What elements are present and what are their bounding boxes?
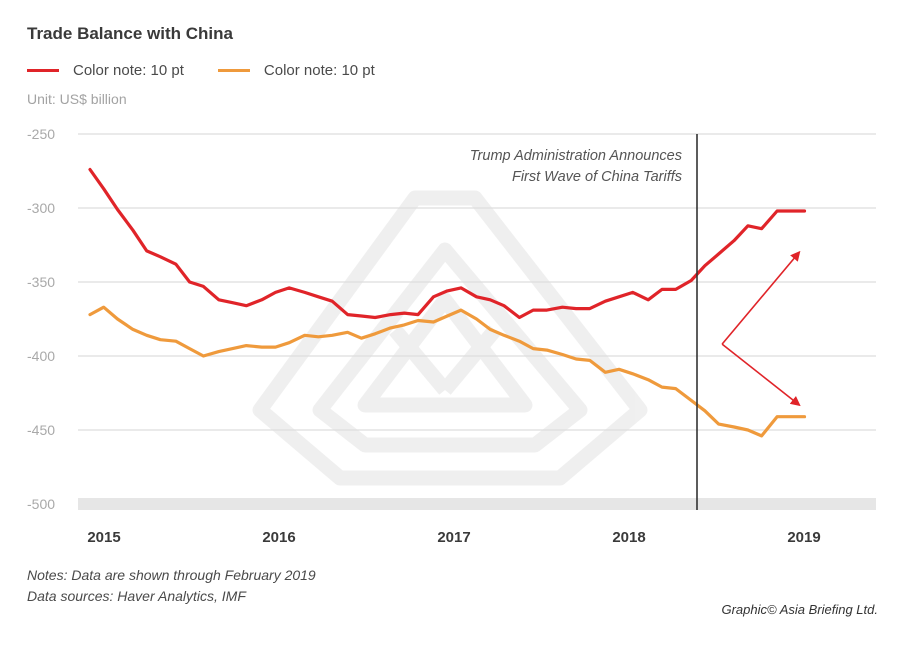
trend-arrow-1 [721, 343, 801, 407]
legend-label-red: Color note: 10 pt [73, 61, 184, 79]
series-layer [88, 167, 807, 438]
y-tick-label: -350 [27, 274, 55, 290]
note-data-range: Notes: Data are shown through February 2… [27, 567, 316, 583]
legend-swatch-orange [217, 68, 250, 72]
axis-bottom-band [78, 498, 876, 510]
x-axis-ticks: 2015 2016 2017 2018 2019 [87, 529, 820, 546]
x-tick-label: 2016 [262, 529, 295, 546]
legend-item-orange: Color note: 10 pt [217, 61, 375, 79]
grid [78, 133, 876, 431]
series-line-0 [88, 167, 807, 320]
unit-label: Unit: US$ billion [27, 91, 127, 107]
trend-arrow-0 [721, 250, 801, 345]
x-tick-label: 2015 [87, 529, 120, 546]
notes: Notes: Data are shown through February 2… [27, 565, 316, 607]
legend-label-orange: Color note: 10 pt [263, 61, 375, 79]
credit: Graphic© Asia Briefing Ltd. [721, 602, 878, 617]
annotation-line-1: Trump Administration Announces [470, 148, 682, 164]
note-data-sources: Data sources: Haver Analytics, IMF [27, 588, 246, 604]
legend-item-red: Color note: 10 pt [27, 62, 184, 79]
watermark-logo [252, 190, 648, 486]
y-tick-label: -450 [27, 422, 55, 438]
legend: Color note: 10 pt Color note: 10 pt [27, 60, 409, 80]
y-tick-label: -250 [27, 126, 55, 142]
x-tick-label: 2017 [437, 529, 470, 546]
y-tick-label: -300 [27, 200, 55, 216]
x-tick-label: 2018 [612, 529, 645, 546]
y-axis-ticks: -250 -300 -350 -400 -450 -500 [27, 126, 55, 512]
x-tick-label: 2019 [787, 529, 820, 546]
series-line-1 [88, 305, 807, 438]
annotation-line-2: First Wave of China Tariffs [512, 169, 682, 185]
y-tick-label: -500 [27, 496, 55, 512]
chart-title: Trade Balance with China [27, 24, 233, 43]
y-tick-label: -400 [27, 348, 55, 364]
trend-arrows [721, 250, 801, 407]
legend-swatch-red [27, 68, 59, 72]
